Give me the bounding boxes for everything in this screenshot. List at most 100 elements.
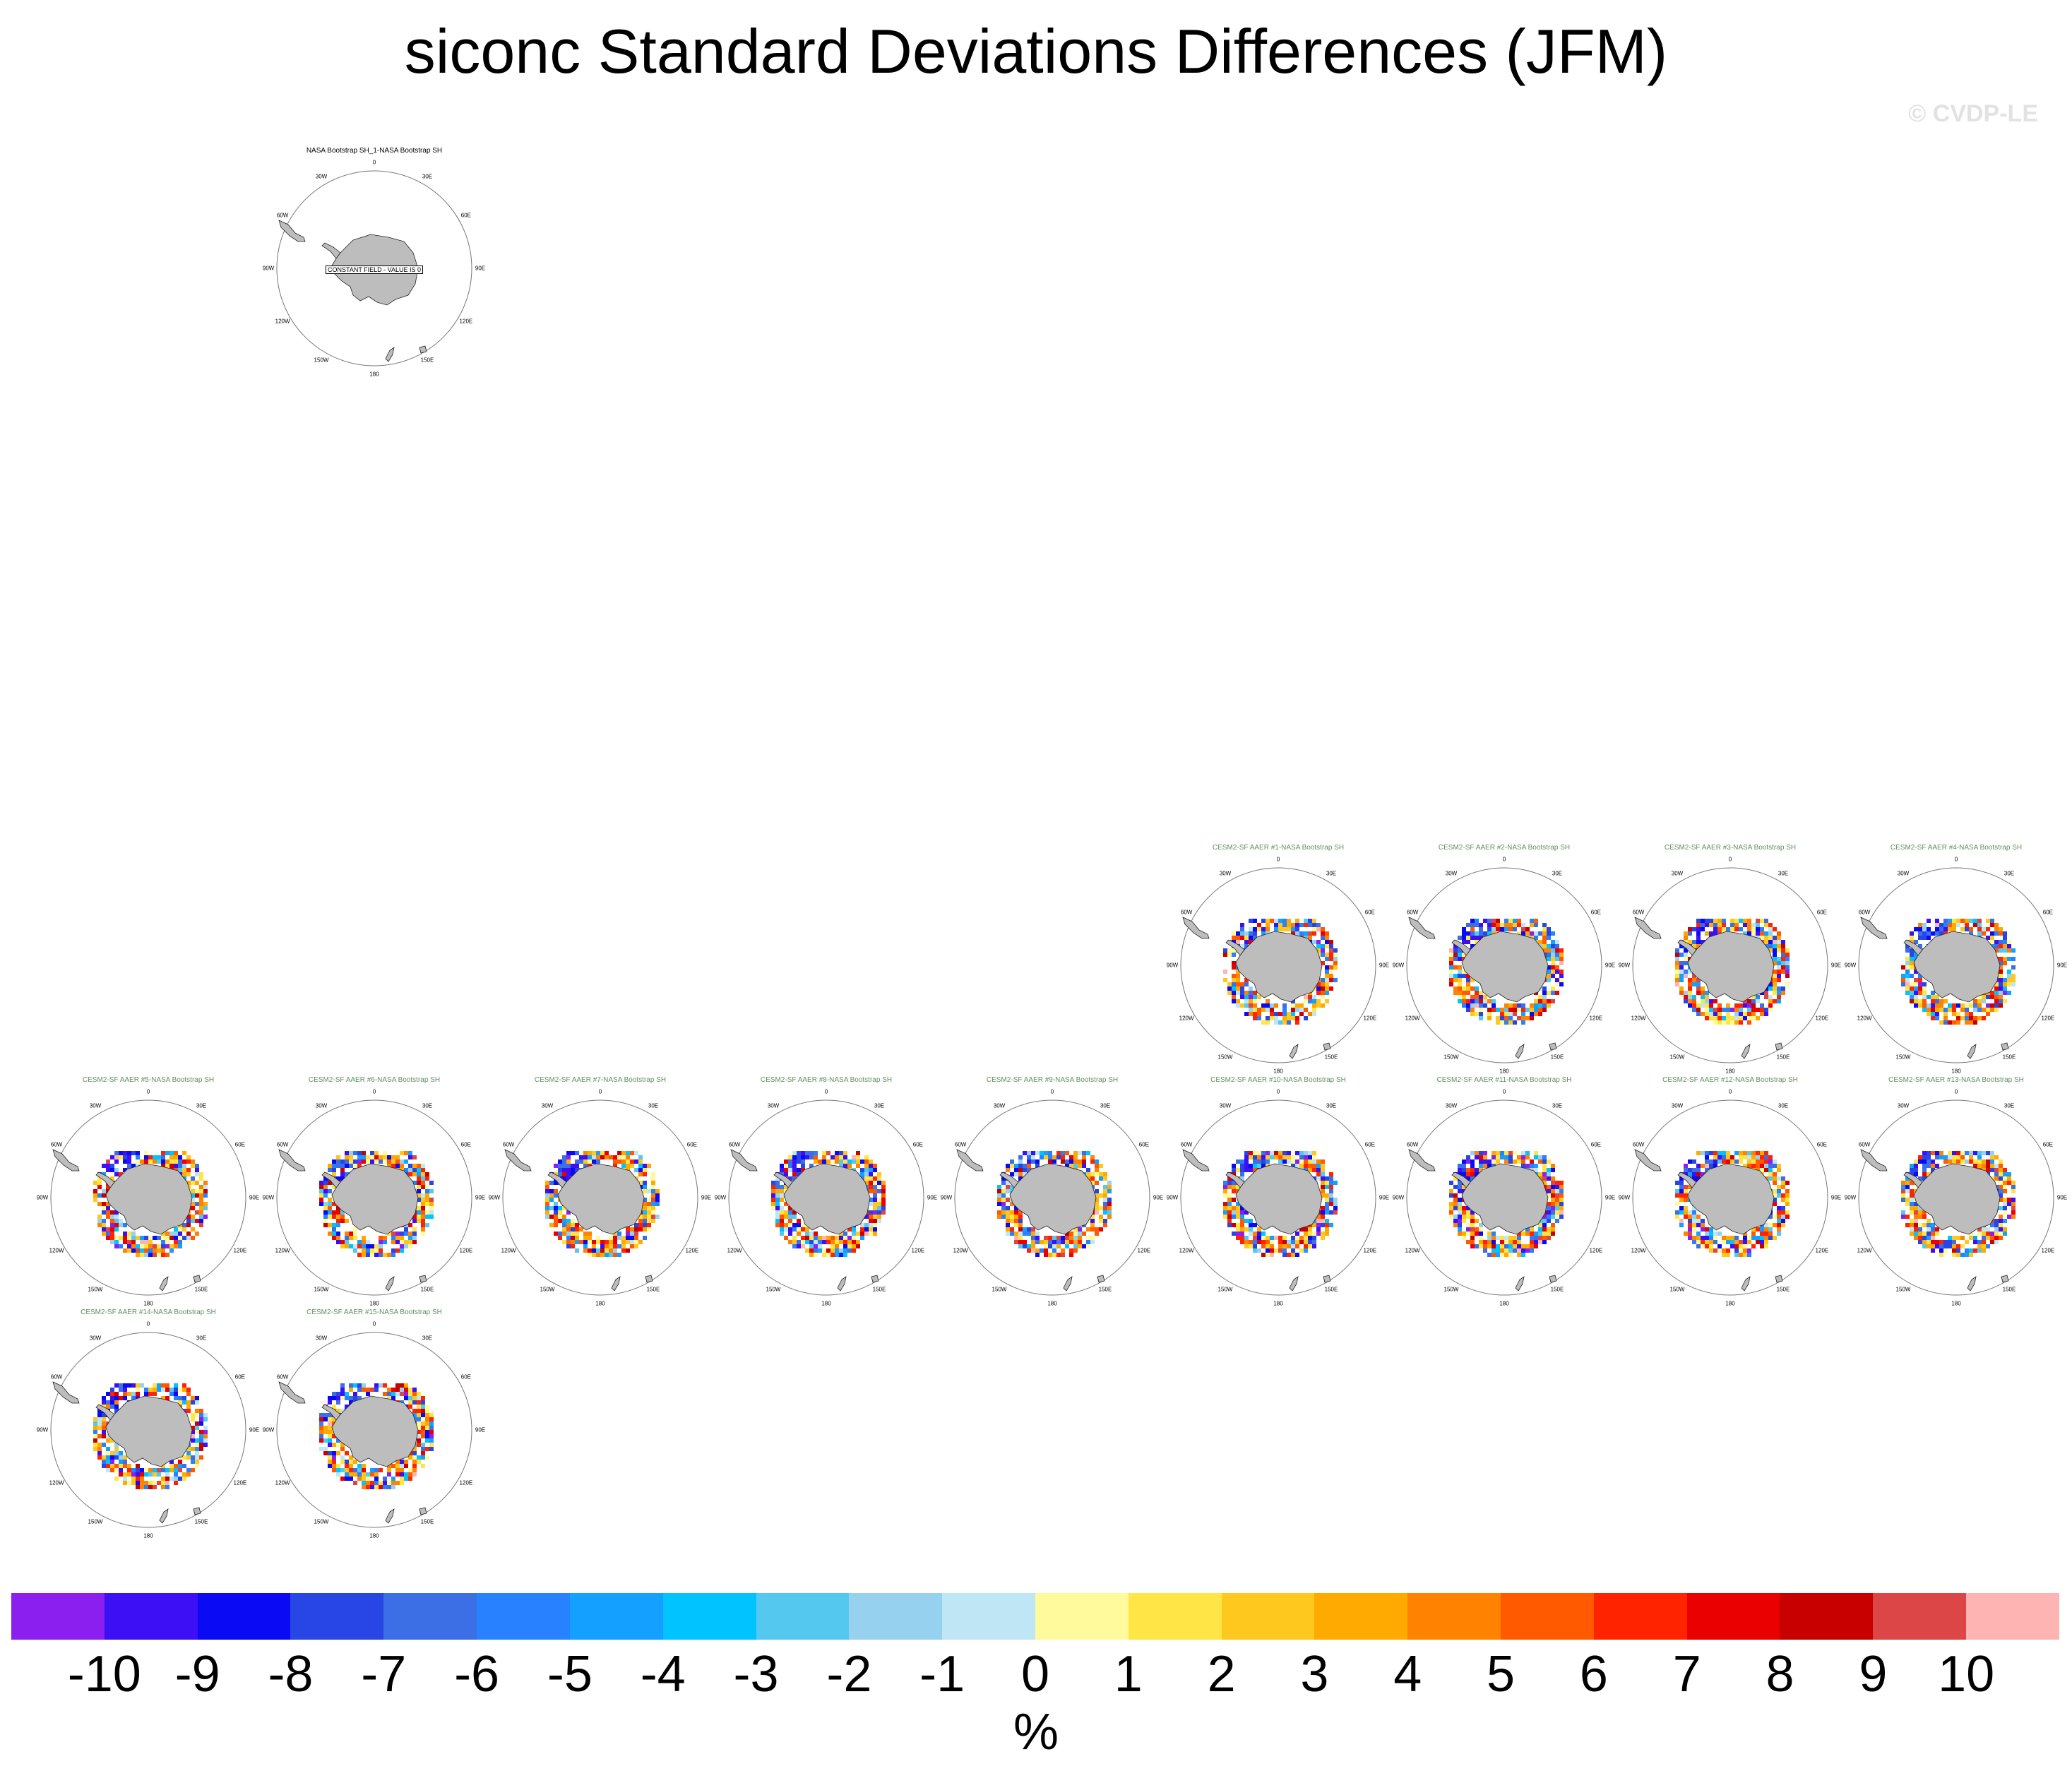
ice-cell	[1031, 1248, 1035, 1253]
ice-cell	[199, 1434, 203, 1438]
ice-cell	[1999, 1168, 2003, 1172]
ice-cell	[1905, 957, 1910, 961]
ice-cell	[1534, 1155, 1538, 1159]
ice-cell	[1261, 1253, 1266, 1257]
ice-cell	[1713, 1240, 1717, 1244]
ice-cell	[651, 1215, 655, 1219]
ice-cell	[1905, 1215, 1910, 1219]
longitude-label: 60W	[1858, 1141, 1871, 1148]
longitude-label: 60W	[1406, 909, 1419, 916]
ice-cell	[2003, 1181, 2007, 1185]
ice-cell	[1462, 931, 1466, 936]
ice-cell	[1982, 1159, 1986, 1164]
ice-cell	[1223, 970, 1227, 974]
ice-cell	[148, 1159, 153, 1164]
ice-cell	[1274, 1012, 1278, 1016]
ice-cell	[1073, 1227, 1078, 1232]
longitude-label: 60E	[1816, 909, 1828, 916]
ice-cell	[1018, 1240, 1023, 1244]
ice-cell	[148, 1244, 153, 1248]
ice-cell	[1325, 991, 1329, 995]
ice-cell	[345, 1159, 349, 1164]
ice-cell	[1304, 1240, 1308, 1244]
ice-cell	[818, 1236, 822, 1240]
ice-cell	[127, 1232, 131, 1236]
ice-cell	[1701, 1151, 1705, 1155]
ice-cell	[362, 1155, 366, 1159]
ice-cell	[1236, 1236, 1240, 1240]
ice-cell	[1773, 936, 1777, 940]
ice-cell	[1308, 1244, 1312, 1248]
ice-cell	[357, 1477, 362, 1481]
ice-cell	[1496, 1236, 1500, 1240]
ice-cell	[558, 1232, 562, 1236]
ice-cell	[545, 1202, 549, 1206]
ice-cell	[199, 1223, 203, 1227]
ice-cell	[1504, 927, 1508, 931]
ice-cell	[1321, 1172, 1325, 1176]
ice-cell	[174, 1240, 178, 1244]
antarctic-peninsula	[1451, 1171, 1471, 1188]
ice-cell	[571, 1244, 575, 1248]
longitude-label: 120W	[1857, 1015, 1872, 1022]
ice-cell	[1487, 1016, 1492, 1020]
ice-cell	[1918, 936, 1922, 940]
ice-cell	[1525, 927, 1530, 931]
ice-cell	[340, 1460, 345, 1464]
ice-cell	[1014, 1232, 1018, 1236]
longitude-label: 60W	[1632, 909, 1645, 916]
ice-cell	[1249, 927, 1253, 931]
ice-cell	[1299, 1248, 1304, 1253]
ice-cell	[788, 1223, 792, 1227]
new-zealand	[1515, 1276, 1525, 1292]
ice-cell	[1747, 1016, 1751, 1020]
ice-cell	[1329, 1185, 1333, 1189]
ice-cell	[881, 1189, 886, 1193]
ice-cell	[1722, 1159, 1726, 1164]
ice-cell	[647, 1227, 651, 1232]
ice-cell	[1329, 948, 1333, 953]
ice-cell	[1722, 1020, 1726, 1025]
ice-cell	[370, 1481, 374, 1485]
ice-cell	[1475, 1168, 1479, 1172]
ice-cell	[1764, 1012, 1768, 1016]
ice-cell	[609, 1248, 613, 1253]
ice-cell	[1103, 1185, 1107, 1189]
ice-cell	[588, 1253, 592, 1257]
ice-cell	[1006, 1227, 1010, 1232]
longitude-label: 120W	[275, 1479, 290, 1486]
ice-cell	[1056, 1151, 1061, 1155]
ice-cell	[1764, 1236, 1768, 1240]
ice-cell	[1103, 1189, 1107, 1193]
ice-cell	[1910, 1223, 1914, 1227]
ice-cell	[818, 1248, 822, 1253]
ice-cell	[429, 1189, 434, 1193]
ice-cell	[1713, 1159, 1717, 1164]
ice-cell	[1555, 982, 1559, 986]
ice-cell	[323, 1206, 328, 1210]
ice-cell	[404, 1388, 408, 1392]
ice-cell	[362, 1464, 366, 1468]
ice-cell	[788, 1210, 792, 1215]
ice-cell	[199, 1447, 203, 1451]
ice-cell	[1756, 931, 1760, 936]
ice-cell	[131, 1472, 136, 1477]
longitude-label: 60E	[1590, 909, 1602, 916]
ice-cell	[638, 1240, 643, 1244]
ice-cell	[805, 1232, 809, 1236]
ice-cell	[1257, 1012, 1261, 1016]
ice-cell	[1739, 1248, 1743, 1253]
colorbar-swatch	[1686, 1593, 1780, 1640]
ice-cell	[1517, 1008, 1521, 1012]
ice-cell	[997, 1193, 1001, 1198]
ice-cell	[1701, 1240, 1705, 1244]
ice-cell	[106, 1215, 110, 1219]
ice-cell	[784, 1236, 788, 1240]
ice-cell	[1931, 1248, 1935, 1253]
ice-cell	[425, 1215, 429, 1219]
ice-cell	[1910, 991, 1914, 995]
ice-cell	[1031, 1232, 1035, 1236]
ice-cell	[136, 1468, 140, 1472]
ice-cell	[835, 1240, 839, 1244]
ice-cell	[178, 1159, 182, 1164]
